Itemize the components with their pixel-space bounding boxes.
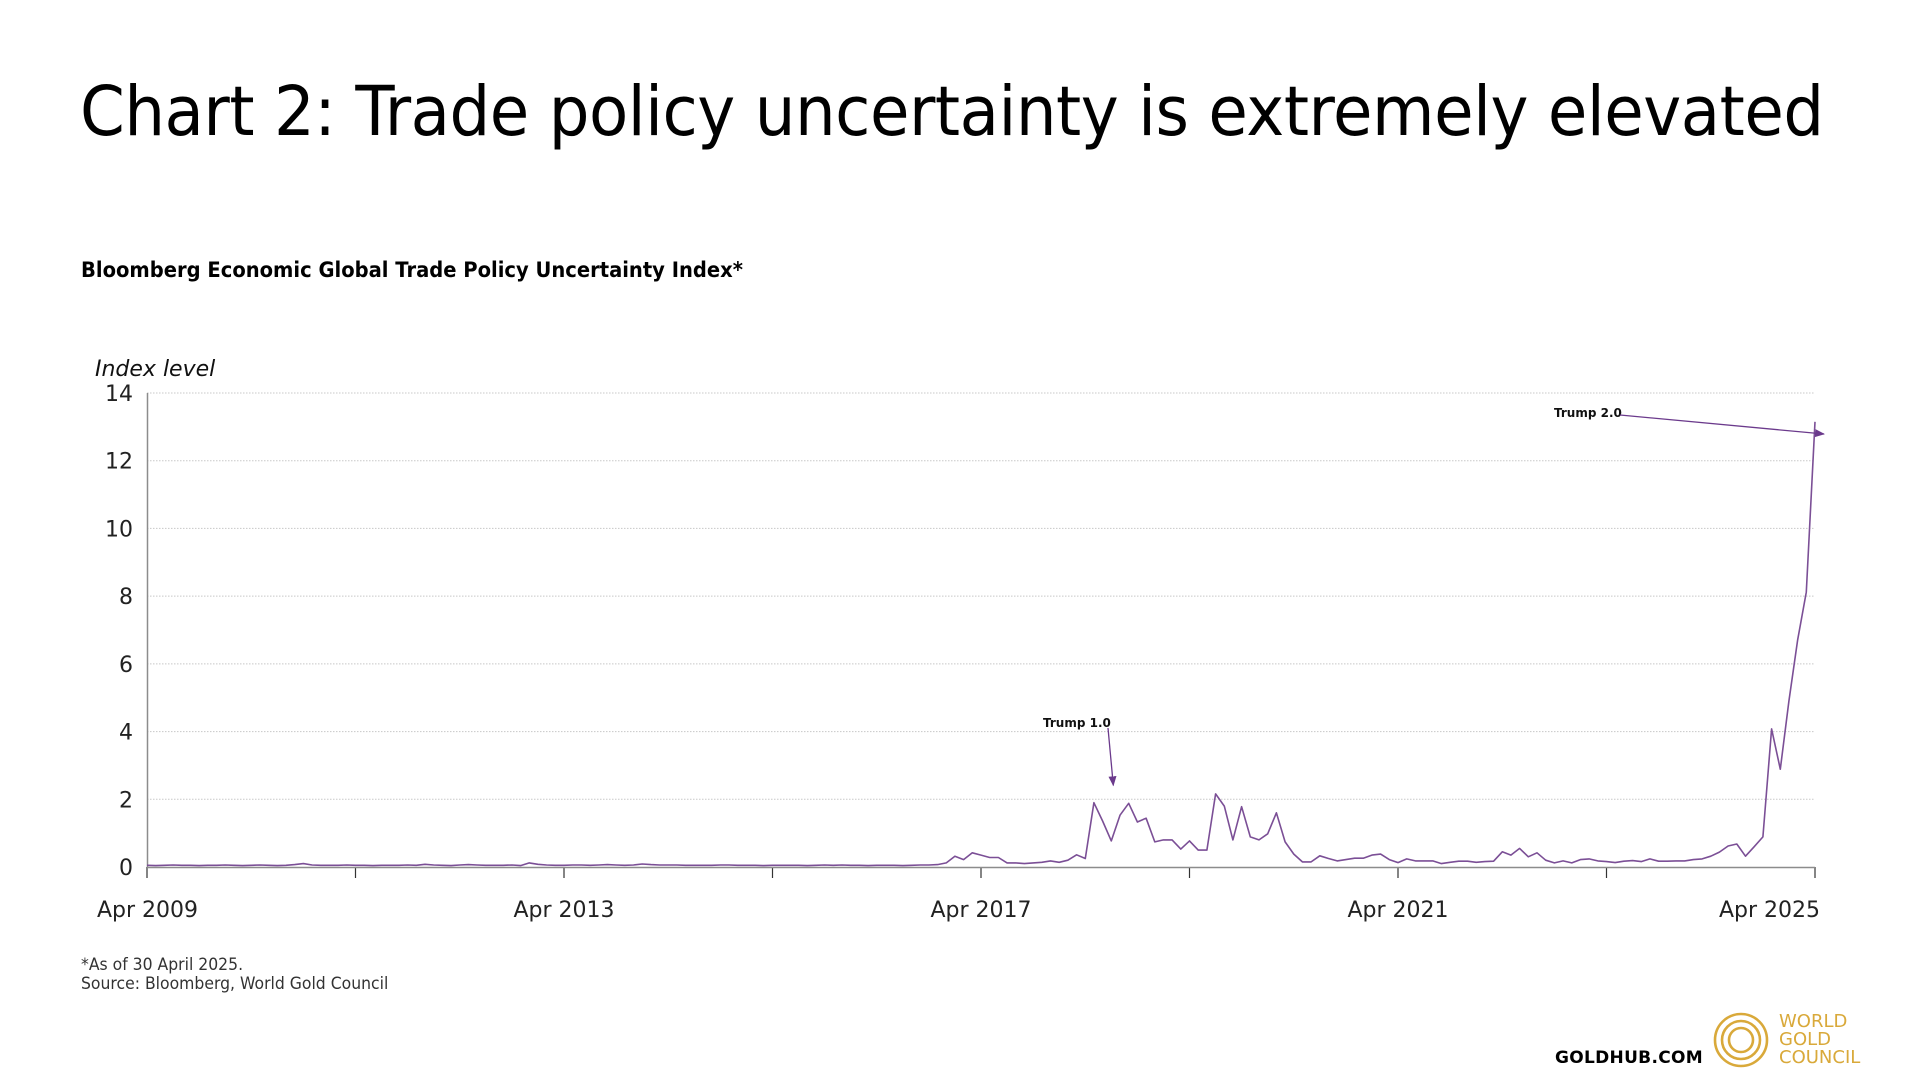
chart-subtitle: Bloomberg Economic Global Trade Policy U… (81, 258, 743, 282)
x-tick-label: Apr 2009 (97, 898, 198, 923)
y-tick-label: 2 (119, 788, 133, 813)
world-gold-council-logo-icon (1713, 1012, 1769, 1068)
series-group (146, 421, 1816, 867)
x-tick-label: Apr 2021 (1347, 898, 1448, 923)
logo-wordmark: WORLD GOLD COUNCIL (1779, 1013, 1860, 1067)
footnote: *As of 30 April 2025. Source: Bloomberg,… (81, 956, 388, 994)
logo-line-2: GOLD (1779, 1029, 1832, 1050)
y-axis-ticks: 0 2 4 6 8 10 12 14 (105, 382, 133, 881)
y-tick-label: 10 (105, 517, 133, 542)
y-tick-label: 12 (105, 450, 133, 475)
as-of-note: *As of 30 April 2025. (81, 955, 244, 975)
page-title: Chart 2: Trade policy uncertainty is ext… (80, 72, 1824, 152)
logo-line-1: WORLD (1779, 1011, 1848, 1032)
source-note: Source: Bloomberg, World Gold Council (81, 974, 389, 994)
annotation-trump-2-label: Trump 2.0 (1554, 406, 1622, 420)
annotation-trump-1-arrow (1107, 727, 1117, 787)
annotation-trump-2-arrow (1619, 414, 1825, 438)
logo-line-3: COUNCIL (1779, 1047, 1861, 1068)
x-tick-label: Apr 2017 (930, 898, 1031, 923)
annotation-trump-1-label: Trump 1.0 (1043, 716, 1111, 730)
x-tick-label: Apr 2013 (513, 898, 614, 923)
y-axis-label: Index level (95, 357, 215, 382)
x-tick-label: Apr 2025 (1719, 898, 1820, 923)
x-axis-ticks: Apr 2009 Apr 2013 Apr 2017 Apr 2021 Apr 2025 (97, 867, 1820, 923)
series-line (146, 421, 1816, 867)
y-tick-label: 14 (105, 382, 133, 407)
y-tick-label: 0 (119, 856, 133, 881)
y-tick-label: 6 (119, 653, 133, 678)
line-chart: Index level 0 2 4 6 8 10 12 14 Apr 2009 Apr 2013… (95, 357, 1825, 923)
annotations-group: Trump 1.0 Trump 2.0 (1043, 406, 1825, 787)
y-tick-label: 8 (119, 585, 133, 610)
goldhub-link[interactable]: GOLDHUB.COM (1555, 1048, 1703, 1068)
y-tick-label: 4 (119, 721, 133, 746)
gridlines (147, 392, 1815, 800)
